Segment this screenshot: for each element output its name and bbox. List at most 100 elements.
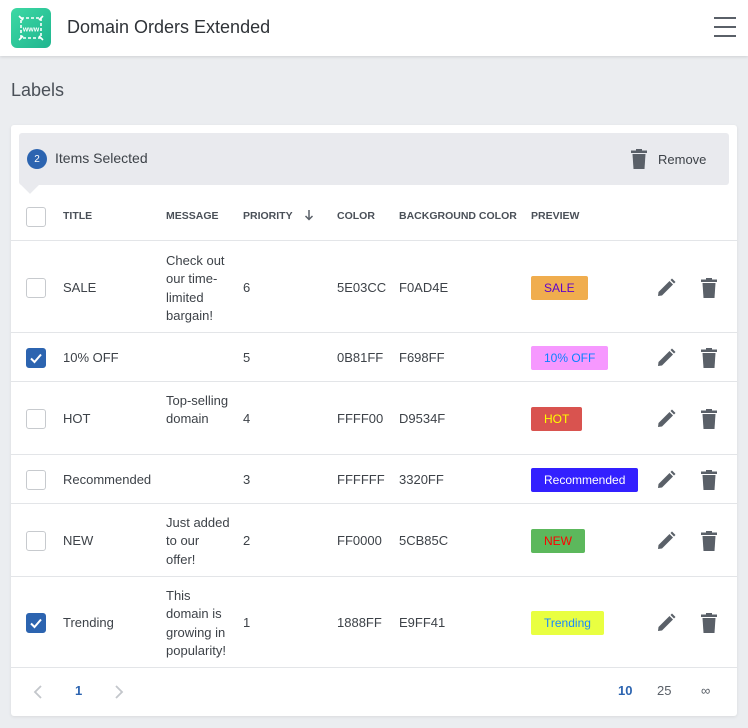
row-title: HOT [63, 410, 91, 426]
row-priority: 5 [243, 349, 251, 365]
pencil-icon [658, 278, 676, 296]
selected-items-label: Items Selected [55, 150, 148, 166]
selected-count-badge: 2 [27, 149, 47, 169]
column-title[interactable]: Title [63, 210, 93, 222]
column-message[interactable]: Message [166, 210, 219, 222]
edit-button[interactable] [654, 407, 678, 431]
row-preview-badge: HOT [531, 406, 583, 431]
row-color: 0B81FF [337, 349, 384, 365]
row-checkbox[interactable] [26, 530, 46, 551]
row-background-color: F698FF [399, 349, 445, 365]
row-checkbox[interactable] [26, 277, 46, 298]
table-row[interactable]: NEW Just added to our offer! 2 FF0000 5CB85C… [11, 504, 737, 577]
row-background-color: 3320FF [399, 471, 444, 487]
page-size-all[interactable]: ∞ [701, 683, 711, 698]
trash-icon [701, 277, 717, 298]
page-title: Labels [11, 80, 65, 100]
row-title: SALE [63, 279, 97, 295]
pencil-icon [658, 409, 676, 427]
row-preview-badge: SALE [531, 275, 588, 300]
remove-button[interactable]: Remove [623, 141, 719, 177]
edit-button[interactable] [654, 276, 678, 300]
next-page-icon[interactable] [114, 685, 124, 699]
previous-page-icon[interactable] [33, 685, 43, 699]
row-title: Recommended [63, 471, 152, 487]
table-header: Title Message Priority Color Background … [11, 195, 737, 241]
checkmark-icon [30, 353, 42, 363]
row-priority: 4 [243, 410, 251, 426]
www-globe-icon[interactable]: www [11, 8, 51, 48]
row-color: FFFFFF [337, 471, 385, 487]
row-message: Just added to our offer! [166, 514, 230, 567]
row-message: Top-selling domain [166, 392, 229, 427]
checkmark-icon [30, 618, 42, 628]
page-number-current[interactable]: 1 [75, 683, 83, 698]
row-message: Check out our time-limited bargain! [166, 252, 225, 324]
edit-button[interactable] [654, 468, 678, 492]
delete-button[interactable] [697, 529, 721, 553]
column-priority-label: Priority [243, 210, 293, 222]
row-color: 5E03CC [337, 279, 387, 295]
select-all-checkbox[interactable] [26, 207, 46, 227]
page-size-25[interactable]: 25 [657, 683, 672, 698]
row-priority: 1 [243, 614, 251, 630]
table-row[interactable]: Trending This domain is growing in popula… [11, 577, 737, 668]
delete-button[interactable] [697, 468, 721, 492]
edit-button[interactable] [654, 611, 678, 635]
selection-bar: 2 Items Selected Remove [19, 133, 729, 185]
row-preview-badge: Trending [531, 610, 604, 635]
trash-icon [701, 469, 717, 490]
column-background-color[interactable]: Background Color [399, 210, 517, 222]
remove-button-label: Remove [658, 152, 707, 167]
delete-button[interactable] [697, 276, 721, 300]
column-color[interactable]: Color [337, 210, 375, 222]
svg-text:www: www [22, 27, 40, 34]
pencil-icon [658, 348, 676, 366]
delete-button[interactable] [697, 611, 721, 635]
column-preview: Preview [531, 210, 580, 222]
row-title: NEW [63, 532, 94, 548]
row-background-color: 5CB85C [399, 532, 449, 548]
row-message: This domain is growing in popularity! [166, 587, 226, 659]
trash-icon [701, 347, 717, 368]
edit-button[interactable] [654, 346, 678, 370]
page-size-10[interactable]: 10 [618, 683, 633, 698]
table-row[interactable]: SALE Check out our time-limited bargain! 6… [11, 242, 737, 333]
row-background-color: E9FF41 [399, 614, 446, 630]
table-row[interactable]: HOT Top-selling domain 4 FFFF00 D9534F HOT [11, 382, 737, 455]
delete-button[interactable] [697, 407, 721, 431]
row-preview-badge: Recommended [531, 467, 639, 492]
row-checkbox[interactable] [26, 408, 46, 429]
labels-table-card: 2 Items Selected Remove Title Message Pr… [11, 125, 737, 716]
hamburger-menu-icon[interactable] [714, 17, 736, 37]
row-title: 10% OFF [63, 349, 119, 365]
column-priority[interactable]: Priority [243, 209, 315, 222]
trash-icon [631, 149, 647, 169]
row-preview-badge: 10% OFF [531, 345, 609, 370]
row-checkbox[interactable] [26, 469, 46, 490]
delete-button[interactable] [697, 346, 721, 370]
row-priority: 3 [243, 471, 251, 487]
app-bar: www Domain Orders Extended [0, 0, 748, 56]
row-checkbox[interactable] [26, 347, 46, 368]
arrow-down-icon [305, 210, 314, 221]
row-checkbox[interactable] [26, 612, 46, 633]
row-priority: 2 [243, 532, 251, 548]
trash-icon [701, 612, 717, 633]
row-preview-badge: NEW [531, 528, 585, 553]
row-color: 1888FF [337, 614, 382, 630]
pencil-icon [658, 613, 676, 631]
row-background-color: D9534F [399, 410, 446, 426]
row-priority: 6 [243, 279, 251, 295]
row-color: FF0000 [337, 532, 382, 548]
row-color: FFFF00 [337, 410, 384, 426]
trash-icon [701, 530, 717, 551]
app-title: Domain Orders Extended [67, 17, 271, 37]
table-row[interactable]: 10% OFF 5 0B81FF F698FF 10% OFF [11, 333, 737, 382]
edit-button[interactable] [654, 529, 678, 553]
trash-icon [701, 408, 717, 429]
table-row[interactable]: Recommended 3 FFFFFF 3320FF Recommended [11, 455, 737, 504]
pencil-icon [658, 531, 676, 549]
row-title: Trending [63, 614, 114, 630]
row-background-color: F0AD4E [399, 279, 449, 295]
